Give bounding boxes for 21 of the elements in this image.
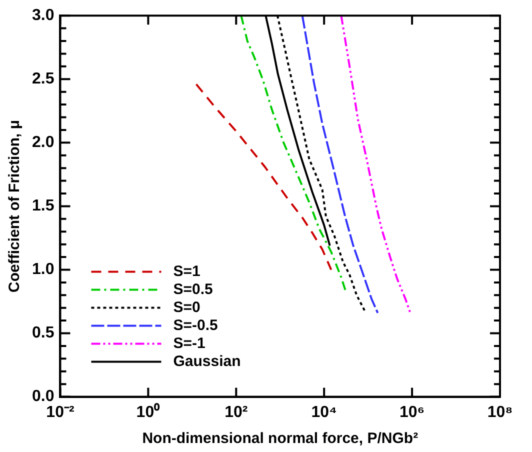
x-tick-label: 10⁻² <box>46 404 74 421</box>
x-axis-title: Non-dimensional normal force, P/NGb² <box>142 430 418 448</box>
legend-label: S=-1 <box>173 334 206 352</box>
legend-label: S=0.5 <box>173 280 213 298</box>
x-tick-label: 10⁰ <box>136 402 160 421</box>
y-tick-label: 0.0 <box>32 388 54 406</box>
legend-label: S=-0.5 <box>173 316 218 334</box>
legend-label: S=0 <box>173 298 200 316</box>
x-tick-label: 10⁴ <box>311 404 338 421</box>
legend-label: S=1 <box>173 262 200 280</box>
x-tick-label: 10² <box>224 404 248 421</box>
y-tick-label: 1.0 <box>32 261 54 278</box>
legend-label: Gaussian <box>173 352 241 370</box>
y-tick-label: 1.5 <box>32 198 54 215</box>
y-tick-label: 0.5 <box>32 324 54 342</box>
y-tick-label: 2.5 <box>32 70 54 88</box>
y-tick-label: 2.0 <box>32 134 54 152</box>
y-axis-title: Coefficient of Friction, μ <box>6 120 24 292</box>
x-tick-label: 10⁸ <box>487 404 513 421</box>
y-tick-label: 3.0 <box>32 7 54 24</box>
x-tick-label: 10⁶ <box>399 404 425 421</box>
